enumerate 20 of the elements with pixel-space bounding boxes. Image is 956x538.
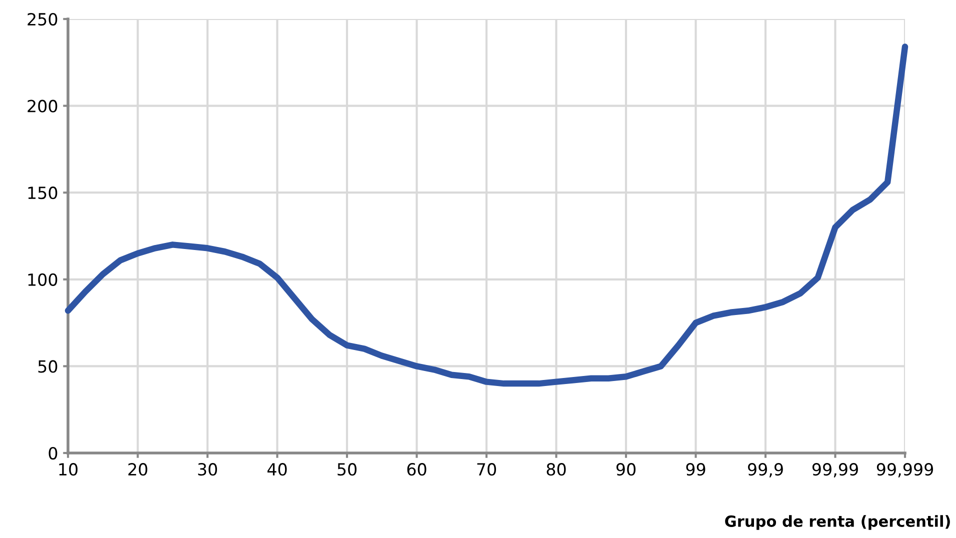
y-tick-label: 150 [28,186,58,200]
y-tick-label: 0 [48,446,58,460]
x-tick-label: 99,9 [748,463,783,478]
x-tick-label: 90 [616,463,636,476]
x-tick-label: 30 [198,463,217,476]
y-tick-label: 50 [38,360,58,373]
x-tick-label: 99 [686,463,706,476]
y-tick-label: 250 [28,12,58,26]
x-axis-title: Grupo de renta (percentil) [725,515,950,530]
x-tick-label: 20 [128,463,148,476]
x-tick-label: 99,99 [812,463,858,478]
x-tick-label: 70 [477,463,496,476]
x-tick-label: 99,999 [876,463,933,478]
y-tick-label: 200 [28,100,58,112]
x-tick-label: 60 [407,463,426,476]
x-tick-label: 80 [546,463,566,476]
x-tick-label: 50 [338,463,356,476]
x-tick-label: 10 [59,463,78,476]
x-tick-label: 40 [267,463,287,476]
y-tick-label: 100 [28,273,58,286]
